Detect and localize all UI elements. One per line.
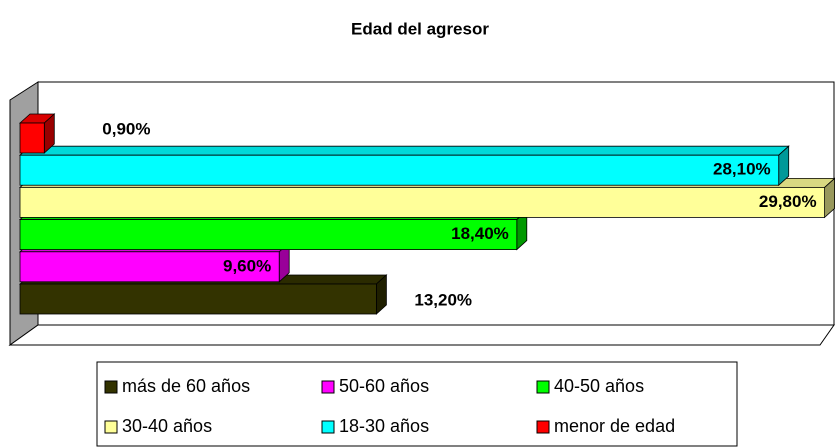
value-label: 9,60% [223, 256, 271, 275]
value-label: 28,10% [713, 160, 771, 179]
legend-swatch [536, 380, 550, 394]
floor [8, 324, 835, 346]
bar [19, 251, 280, 283]
bar [19, 283, 377, 315]
legend-label: más de 60 años [122, 376, 250, 396]
legend-swatch [321, 420, 335, 434]
legend-swatch [104, 380, 118, 394]
legend-label: 18-30 años [339, 416, 429, 436]
legend-swatch [104, 420, 118, 434]
chart-title: Edad del agresor [351, 19, 489, 38]
legend-swatch [536, 420, 550, 434]
legend-label: menor de edad [554, 416, 675, 436]
bar [19, 186, 825, 218]
bar [19, 154, 780, 186]
legend [96, 361, 738, 447]
value-label: 0,90% [102, 119, 150, 138]
legend-label: 50-60 años [339, 376, 429, 396]
value-label: 29,80% [759, 192, 817, 211]
bar-top [18, 145, 790, 156]
value-label: 18,40% [451, 224, 509, 243]
legend-label: 40-50 años [554, 376, 644, 396]
bar [19, 219, 518, 251]
legend-label: 30-40 años [122, 416, 212, 436]
bar [19, 122, 45, 154]
legend-swatch [321, 380, 335, 394]
value-label: 13,20% [414, 290, 472, 309]
